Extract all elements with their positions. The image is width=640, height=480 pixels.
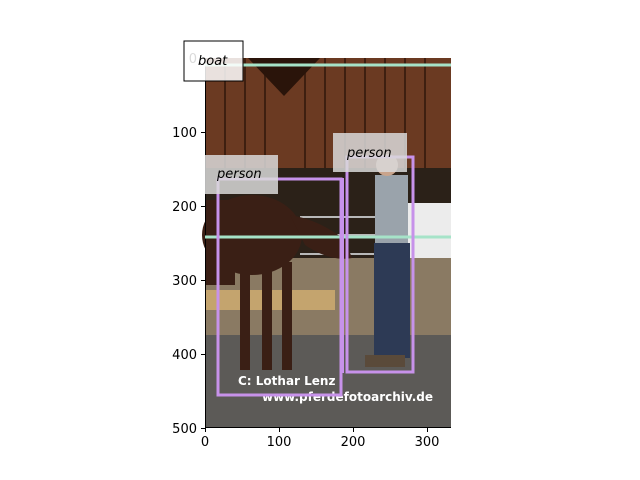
boat-label-box (183, 40, 244, 82)
x-tick-label: 0 (201, 435, 209, 450)
y-tick-label: 400 (172, 348, 197, 363)
x-tick-label: 300 (415, 435, 440, 450)
x-tick-label: 200 (341, 435, 366, 450)
person-label-right: person (346, 146, 392, 161)
x-tick-label: 100 (267, 435, 292, 450)
watermark-line-1: C: Lothar Lenz (238, 374, 335, 388)
person-label-box-right (333, 133, 407, 172)
y-tick-label: 100 (172, 126, 197, 141)
y-tick-label: 500 (172, 422, 197, 437)
person-box-right-edge (341, 178, 344, 373)
y-tick-label: 300 (172, 274, 197, 289)
photo: C: Lothar Lenz www.pferdefotoarchiv.de (202, 58, 451, 428)
person-label-left: person (216, 167, 262, 182)
x-ticks (205, 428, 428, 432)
detections: boat person person (183, 40, 451, 397)
watermark-line-2: www.pferdefotoarchiv.de (262, 390, 433, 404)
y-tick-label: 200 (172, 200, 197, 215)
barn-gable (248, 58, 320, 96)
axes (205, 58, 451, 428)
boat-label: boat (198, 54, 228, 69)
person-label-box-left (205, 155, 278, 194)
person-figure (365, 154, 410, 367)
